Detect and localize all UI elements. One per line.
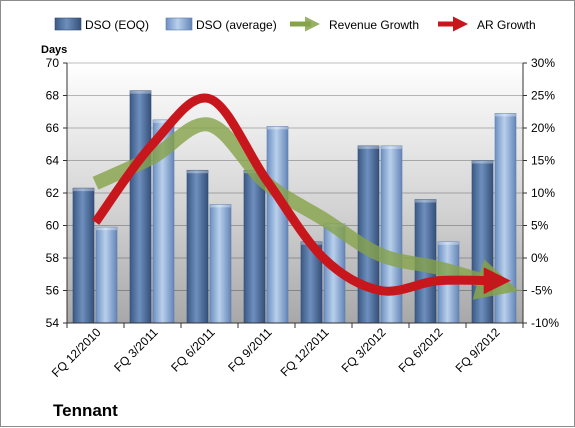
bar-top-highlight <box>130 90 151 94</box>
bar-dso-eoq <box>471 160 494 324</box>
x-axis-ticks: FQ 12/2010 FQ 3/2011 FQ 6/2011 FQ 9/2011 FQ … <box>49 323 524 380</box>
company-name: Tennant <box>53 401 118 420</box>
bar-dso-average <box>494 113 517 324</box>
x-tick-label: FQ 6/2011 <box>168 325 218 375</box>
y-left-tick-label: 58 <box>46 251 60 265</box>
bar-top-highlight <box>267 126 288 130</box>
bar-dso-eoq <box>129 90 152 324</box>
y-right-tick-label: 15% <box>531 154 555 168</box>
y-left-tick-label: 54 <box>46 316 60 330</box>
bar-dso-average <box>209 204 232 324</box>
y-left-tick-label: 56 <box>46 284 60 298</box>
legend-label-dso-average: DSO (average) <box>196 18 277 32</box>
y-right-tick-label: 30% <box>531 56 555 70</box>
bar-top-highlight <box>96 227 117 231</box>
revenue-growth-line <box>92 117 519 300</box>
y-right-tick-label: 25% <box>531 89 555 103</box>
y-left-tick-label: 62 <box>46 186 60 200</box>
ar-growth-line <box>91 93 511 296</box>
bar-top-highlight <box>187 170 208 174</box>
legend-item-dso-eoq: DSO (EOQ) <box>54 17 149 32</box>
x-tick-label: FQ 12/2010 <box>49 325 104 380</box>
bar-top-highlight <box>438 241 459 245</box>
x-tick-label: FQ 3/2012 <box>339 325 389 375</box>
trend-lines <box>91 93 519 300</box>
legend-swatch-dso-average <box>165 17 193 31</box>
legend-label-ar-growth: AR Growth <box>477 18 536 32</box>
y-right-tick-label: 0% <box>531 251 549 265</box>
y-right-tick-label: -5% <box>531 284 553 298</box>
bar-top-highlight <box>415 199 436 203</box>
x-tick-label: FQ 3/2011 <box>111 325 161 375</box>
y-right-tick-label: 20% <box>531 121 555 135</box>
bar-dso-average <box>95 226 118 324</box>
bar-top-highlight <box>73 188 94 192</box>
legend-label-dso-eoq: DSO (EOQ) <box>85 18 149 32</box>
y-axis-right-ticks: -10% -5% 0% 5% 10% 15% 20% 25% 30% <box>523 56 559 330</box>
y-right-tick-label: -10% <box>531 316 559 330</box>
y-axis-left-ticks: 54 56 58 60 62 64 66 68 70 <box>46 56 67 330</box>
x-tick-label: FQ 6/2012 <box>396 325 446 375</box>
y-right-tick-label: 10% <box>531 186 555 200</box>
bar-dso-average <box>266 126 289 324</box>
bar-dso-eoq <box>186 169 209 324</box>
y-left-tick-label: 70 <box>46 56 60 70</box>
bar-dso-average <box>380 145 403 324</box>
bar-top-highlight <box>495 113 516 117</box>
x-tick-label: FQ 12/2011 <box>278 325 332 379</box>
bar-top-highlight <box>153 119 174 123</box>
legend-item-ar-growth: AR Growth <box>438 16 536 32</box>
legend-item-revenue-growth: Revenue Growth <box>290 16 419 32</box>
y-left-tick-label: 68 <box>46 89 60 103</box>
legend-item-dso-average: DSO (average) <box>165 17 277 32</box>
y-right-tick-label: 5% <box>531 219 549 233</box>
bar-top-highlight <box>381 145 402 149</box>
bar-dso-eoq <box>357 145 380 324</box>
legend: DSO (EOQ) DSO (average) Revenue Growth A… <box>54 16 536 32</box>
bar-dso-eoq <box>72 187 95 324</box>
bar-dso-eoq <box>243 169 266 324</box>
y-left-tick-label: 64 <box>46 154 60 168</box>
x-tick-label: FQ 9/2012 <box>453 325 503 375</box>
legend-label-revenue-growth: Revenue Growth <box>329 18 419 32</box>
y-axis-left-title: Days <box>41 44 67 56</box>
legend-swatch-dso-eoq <box>54 17 82 31</box>
y-left-tick-label: 60 <box>46 219 60 233</box>
y-left-tick-label: 66 <box>46 121 60 135</box>
bar-top-highlight <box>472 160 493 164</box>
bar-top-highlight <box>210 204 231 208</box>
bar-top-highlight <box>358 145 379 149</box>
x-tick-label: FQ 9/2011 <box>225 325 275 375</box>
